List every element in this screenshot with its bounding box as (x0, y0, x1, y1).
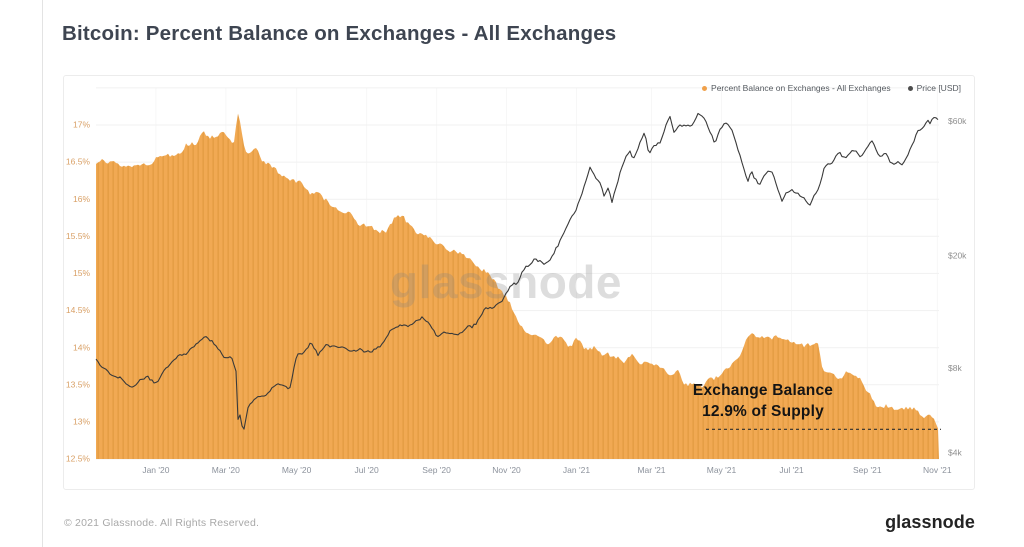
svg-text:May '20: May '20 (282, 465, 312, 475)
svg-text:Jul '21: Jul '21 (779, 465, 804, 475)
svg-text:14.5%: 14.5% (66, 305, 91, 315)
svg-text:Nov '21: Nov '21 (923, 465, 952, 475)
chart-card: glassnode 17% 16.5% 16% 15.5% 15% 14.5% 14% 13.… (63, 75, 975, 490)
svg-text:Sep '20: Sep '20 (422, 465, 451, 475)
svg-text:12.5%: 12.5% (66, 454, 91, 464)
svg-text:Sep '21: Sep '21 (853, 465, 882, 475)
svg-text:Jan '21: Jan '21 (563, 465, 590, 475)
svg-text:14%: 14% (73, 342, 90, 352)
svg-text:Mar '20: Mar '20 (212, 465, 240, 475)
legend-item-price-label: Price [USD] (916, 83, 961, 93)
svg-text:15%: 15% (73, 268, 90, 278)
axis-tick-labels: 17% 16.5% 16% 15.5% 15% 14.5% 14% 13.5% 13% 12.5%… (66, 116, 967, 475)
chart-plot-area[interactable]: glassnode 17% 16.5% 16% 15.5% 15% 14.5% 14% 13.… (64, 76, 974, 489)
svg-text:Jan '20: Jan '20 (142, 465, 169, 475)
svg-text:13.5%: 13.5% (66, 379, 91, 389)
annotation-line-2: 12.9% of Supply (702, 403, 824, 421)
svg-text:15.5%: 15.5% (66, 231, 91, 241)
exchange-balance-annotation: Exchange Balance 12.9% of Supply (618, 380, 908, 422)
svg-text:$4k: $4k (948, 448, 962, 458)
svg-text:16.5%: 16.5% (66, 157, 91, 167)
page-left-hairline (42, 0, 43, 547)
page-title: Bitcoin: Percent Balance on Exchanges - … (62, 22, 617, 45)
svg-text:16%: 16% (73, 194, 90, 204)
legend-item-price[interactable]: Price [USD] (907, 83, 961, 93)
balance-area-series (96, 113, 939, 459)
legend-item-balance-label: Percent Balance on Exchanges - All Excha… (711, 83, 891, 93)
svg-text:$20k: $20k (948, 251, 967, 261)
svg-text:Mar '21: Mar '21 (637, 465, 665, 475)
svg-text:Nov '20: Nov '20 (492, 465, 521, 475)
svg-text:Jul '20: Jul '20 (354, 465, 379, 475)
balance-legend-dot-icon (702, 85, 708, 91)
svg-text:May '21: May '21 (707, 465, 737, 475)
svg-text:$60k: $60k (948, 116, 967, 126)
price-legend-dot-icon (907, 85, 913, 91)
glassnode-watermark: glassnode (390, 256, 622, 308)
glassnode-logo: glassnode (885, 512, 975, 532)
chart-legend: Percent Balance on Exchanges - All Excha… (702, 83, 961, 93)
svg-text:13%: 13% (73, 417, 90, 427)
svg-text:17%: 17% (73, 120, 90, 130)
annotation-line-1: Exchange Balance (692, 382, 834, 399)
svg-text:$8k: $8k (948, 363, 962, 373)
footer-copyright: © 2021 Glassnode. All Rights Reserved. (64, 517, 260, 529)
legend-item-balance[interactable]: Percent Balance on Exchanges - All Excha… (702, 83, 891, 93)
price-line-series (95, 112, 941, 430)
